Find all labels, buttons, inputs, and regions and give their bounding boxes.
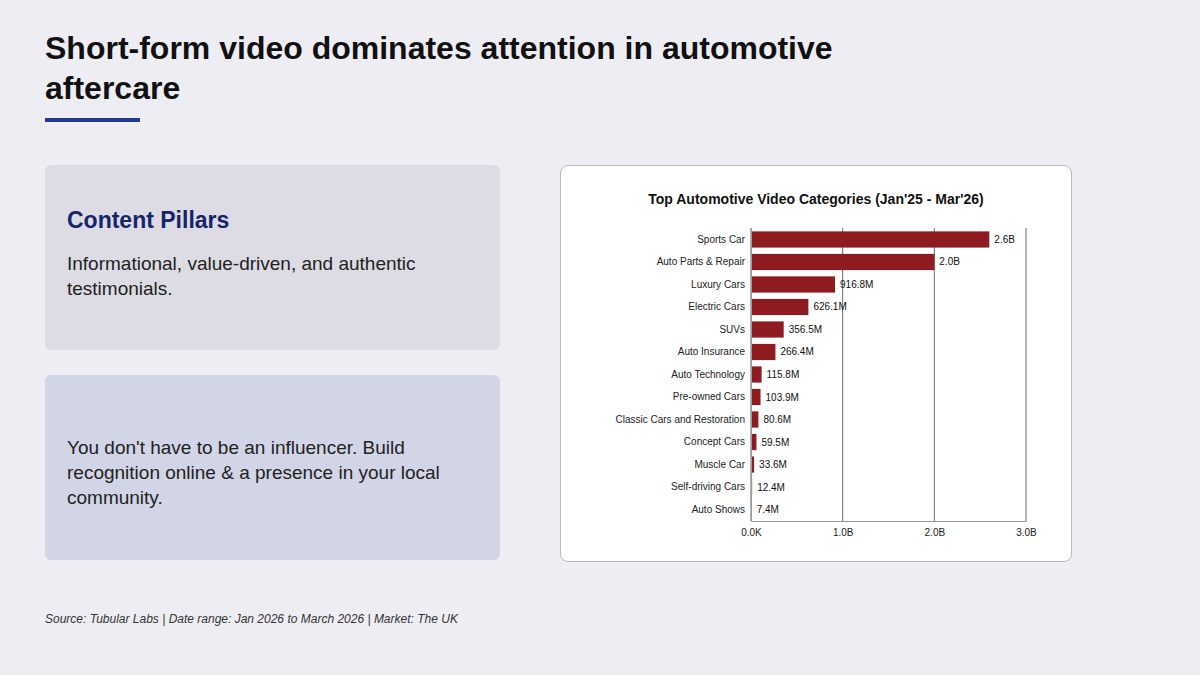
y-tick: Auto Insurance <box>678 346 751 357</box>
grid <box>751 228 1026 521</box>
plot: 2.6B 2.0B 916.8M 626.1M 356.5M 266.4M 115.8M 10… <box>616 228 1038 538</box>
y-tick: Muscle Car <box>694 459 751 470</box>
data-labels: 2.6B 2.0B 916.8M 626.1M 356.5M 266.4M 115.8M 10… <box>757 234 1016 515</box>
grid-line <box>934 228 935 521</box>
bar <box>751 299 808 315</box>
bar <box>751 411 758 427</box>
bar <box>751 344 775 360</box>
chart: Top Automotive Video Categories (Jan'25 … <box>561 166 1071 561</box>
x-tick: 1.0B <box>833 521 854 538</box>
bar <box>751 389 761 405</box>
callout-box: You don't have to be an influencer. Buil… <box>45 375 500 560</box>
y-tick-label: Electric Cars <box>688 301 745 312</box>
y-tick-label: Classic Cars and Restoration <box>616 414 746 425</box>
chart-panel: Top Automotive Video Categories (Jan'25 … <box>560 165 1072 562</box>
pillars-text: Informational, value-driven, and authent… <box>67 251 467 301</box>
y-tick: Concept Cars <box>684 436 751 447</box>
y-tick: Luxury Cars <box>691 279 751 290</box>
x-tick-label: 2.0B <box>925 527 946 538</box>
y-axis-line <box>751 229 752 522</box>
bar <box>751 321 784 337</box>
data-label: 626.1M <box>813 301 846 312</box>
y-tick-label: Auto Technology <box>671 369 745 380</box>
source: Source: Tubular Labs | Date range: Jan 2… <box>45 612 458 626</box>
grid-line <box>842 228 843 521</box>
bar <box>751 366 762 382</box>
y-tick: Self-driving Cars <box>671 481 751 492</box>
callout-text: You don't have to be an influencer. Buil… <box>67 435 467 510</box>
grid-line <box>751 228 752 521</box>
x-tick: 2.0B <box>925 521 946 538</box>
y-axis: Sports Car Auto Parts & Repair Luxury Cars… <box>616 229 752 522</box>
x-axis: 0.0K 1.0B 2.0B 3.0B <box>741 521 1037 538</box>
data-label: 12.4M <box>757 482 785 493</box>
pillars-heading: Content Pillars <box>67 207 229 234</box>
x-tick-label: 1.0B <box>833 527 854 538</box>
y-tick: Auto Parts & Repair <box>657 256 751 267</box>
chart-title: Top Automotive Video Categories (Jan'25 … <box>648 191 983 207</box>
x-tick: 0.0K <box>741 521 762 538</box>
y-tick-label: Auto Parts & Repair <box>657 256 746 267</box>
x-axis-line <box>752 521 1027 522</box>
data-label: 2.0B <box>939 256 960 267</box>
bar <box>751 254 934 270</box>
data-label: 59.5M <box>761 437 789 448</box>
grid-line <box>1026 228 1027 521</box>
bar <box>751 276 835 292</box>
data-label: 356.5M <box>789 324 822 335</box>
y-tick: SUVs <box>719 324 751 335</box>
data-label: 2.6B <box>994 234 1015 245</box>
y-tick: Auto Technology <box>671 369 751 380</box>
y-tick-label: Concept Cars <box>684 436 745 447</box>
data-label: 80.6M <box>763 414 791 425</box>
y-tick-label: SUVs <box>719 324 745 335</box>
slide-title: Short-form video dominates attention in … <box>45 28 865 108</box>
data-label: 7.4M <box>757 504 779 515</box>
y-tick-label: Luxury Cars <box>691 279 745 290</box>
y-tick: Auto Shows <box>692 504 751 515</box>
x-tick-label: 0.0K <box>741 527 762 538</box>
y-tick: Electric Cars <box>688 301 751 312</box>
y-tick-label: Self-driving Cars <box>671 481 745 492</box>
bars <box>751 231 989 517</box>
data-label: 103.9M <box>766 392 799 403</box>
x-tick-label: 3.0B <box>1016 527 1037 538</box>
data-label: 115.8M <box>767 369 800 380</box>
y-tick-label: Auto Insurance <box>678 346 746 357</box>
y-tick: Pre-owned Cars <box>673 391 751 402</box>
y-tick-label: Sports Car <box>697 234 745 245</box>
data-label: 916.8M <box>840 279 873 290</box>
pillars-box: Content Pillars Informational, value-driv… <box>45 165 500 350</box>
bar <box>751 231 989 247</box>
data-label: 266.4M <box>780 346 813 357</box>
x-tick: 3.0B <box>1016 521 1037 538</box>
y-tick: Classic Cars and Restoration <box>616 414 752 425</box>
y-tick-label: Pre-owned Cars <box>673 391 745 402</box>
y-tick-label: Auto Shows <box>692 504 745 515</box>
data-label: 33.6M <box>759 459 787 470</box>
y-tick-label: Muscle Car <box>694 459 745 470</box>
y-tick: Sports Car <box>697 234 751 245</box>
title-accent <box>45 118 140 122</box>
